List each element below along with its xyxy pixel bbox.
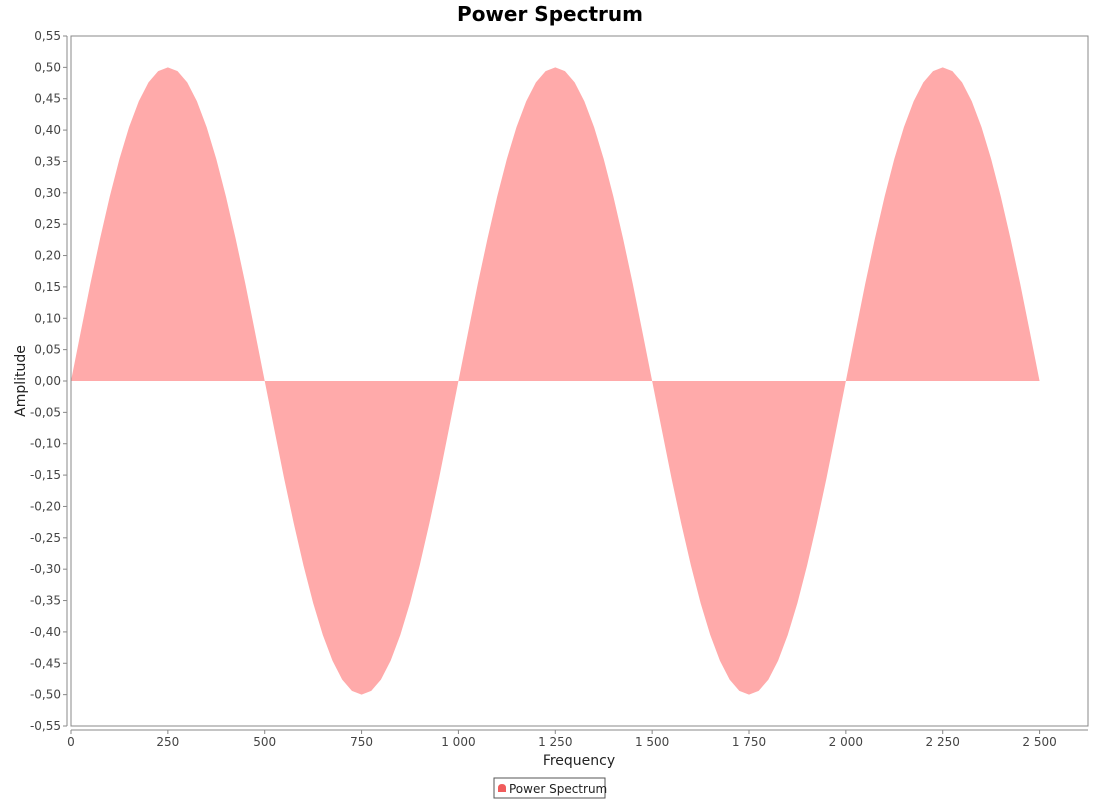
y-tick-label: 0,15 bbox=[34, 280, 61, 294]
y-tick-label: -0,55 bbox=[30, 719, 61, 733]
x-tick-label: 2 000 bbox=[829, 735, 863, 749]
y-tick-label: 0,20 bbox=[34, 249, 61, 263]
y-tick-label: -0,30 bbox=[30, 562, 61, 576]
y-tick-label: 0,45 bbox=[34, 92, 61, 106]
x-tick-label: 1 000 bbox=[441, 735, 475, 749]
x-tick-label: 0 bbox=[67, 735, 75, 749]
x-tick-label: 1 250 bbox=[538, 735, 572, 749]
y-tick-label: 0,25 bbox=[34, 217, 61, 231]
y-tick-label: -0,20 bbox=[30, 499, 61, 513]
y-tick-label: 0,10 bbox=[34, 311, 61, 325]
y-axis-label: Amplitude bbox=[13, 345, 29, 417]
legend: Power Spectrum bbox=[493, 777, 607, 799]
y-tick-label: 0,35 bbox=[34, 154, 61, 168]
x-axis: 0 250 500 750 1 000 1 250 1 500 1 750 2 000 2 250… bbox=[67, 729, 1088, 749]
y-tick-label: 0,40 bbox=[34, 123, 61, 137]
y-tick-label: -0,45 bbox=[30, 656, 61, 670]
legend-box bbox=[493, 777, 606, 799]
y-tick-label: -0,05 bbox=[30, 405, 61, 419]
y-axis: 0,55 0,50 0,45 0,40 0,35 0,30 0,25 0,20 0,15 0,10… bbox=[30, 29, 68, 733]
x-tick-label: 1 500 bbox=[635, 735, 669, 749]
y-tick-label: 0,55 bbox=[34, 29, 61, 43]
y-tick-label: 0,05 bbox=[34, 343, 61, 357]
y-tick-label: -0,50 bbox=[30, 688, 61, 702]
y-tick-label: -0,15 bbox=[30, 468, 61, 482]
series-area-power-spectrum bbox=[71, 67, 1040, 695]
y-tick-label: -0,25 bbox=[30, 531, 61, 545]
x-tick-label: 500 bbox=[253, 735, 276, 749]
y-tick-label: 0,00 bbox=[34, 374, 61, 388]
x-tick-label: 250 bbox=[156, 735, 179, 749]
chart-title: Power Spectrum bbox=[457, 2, 643, 26]
plot-frame bbox=[70, 35, 1089, 727]
legend-swatch bbox=[498, 784, 506, 792]
area-layer bbox=[71, 67, 1040, 695]
y-tick-label: -0,40 bbox=[30, 625, 61, 639]
y-tick-label: -0,35 bbox=[30, 594, 61, 608]
y-tick-label: -0,10 bbox=[30, 437, 61, 451]
y-tick-label: 0,50 bbox=[34, 60, 61, 74]
x-axis-label: Frequency bbox=[543, 753, 615, 769]
y-tick-label: 0,30 bbox=[34, 186, 61, 200]
x-tick-label: 1 750 bbox=[732, 735, 766, 749]
legend-item-label: Power Spectrum bbox=[509, 782, 607, 796]
x-tick-label: 2 500 bbox=[1022, 735, 1056, 749]
x-tick-label: 2 250 bbox=[926, 735, 960, 749]
x-tick-label: 750 bbox=[350, 735, 373, 749]
